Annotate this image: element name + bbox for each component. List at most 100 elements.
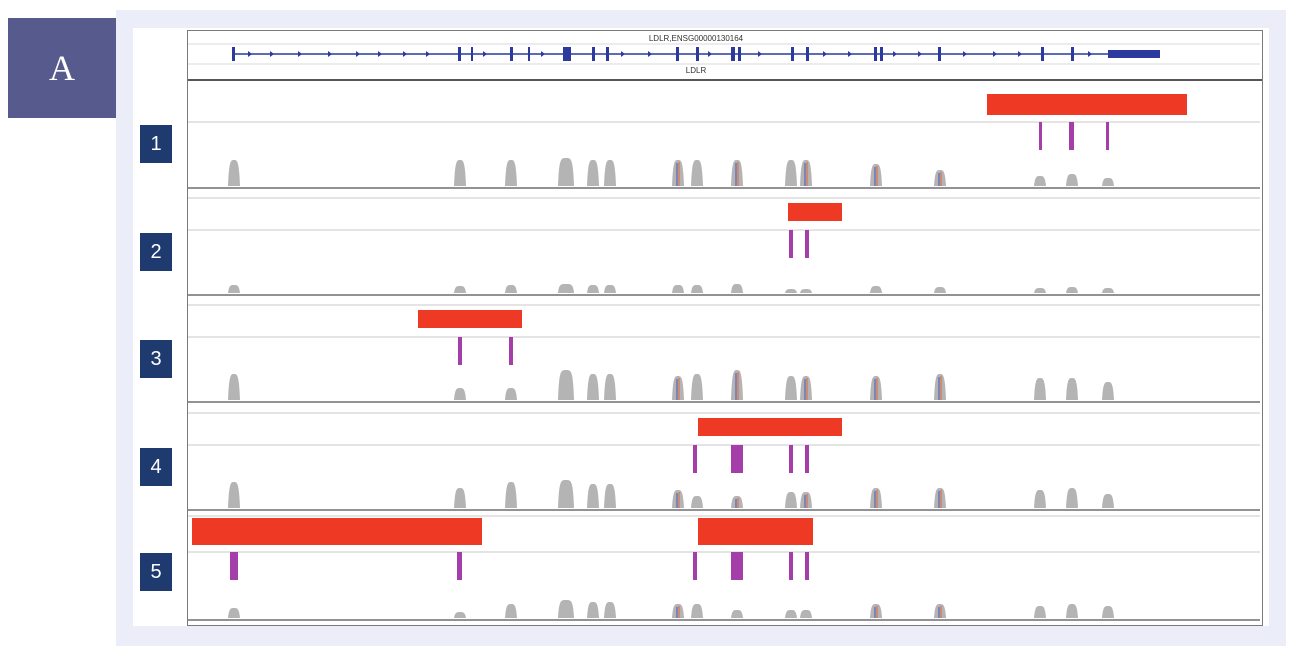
coverage-peak-15	[1066, 488, 1078, 508]
coverage-peak-11	[800, 376, 812, 400]
gene-exon-11	[731, 47, 735, 61]
gene-exon-19	[1071, 47, 1074, 61]
gene-strand-arrow-7	[403, 51, 407, 57]
coverage-peak-12	[870, 376, 882, 400]
gene-strand-arrow-12	[648, 51, 652, 57]
coverage-peak-14	[1034, 176, 1046, 186]
coverage-peak-7	[672, 376, 684, 400]
coverage-peak-6	[604, 484, 616, 508]
coverage-peak-10	[785, 376, 797, 400]
coverage-peak-6	[604, 602, 616, 618]
panel-label: A	[8, 18, 116, 118]
coverage-peak-11	[800, 160, 812, 186]
exon-mark-3	[1106, 122, 1109, 150]
exon-mark-2	[509, 337, 513, 365]
exon-mark-2	[731, 445, 743, 473]
coverage-peak-13	[934, 287, 946, 293]
coverage-peak-14	[1034, 288, 1046, 293]
coverage-peak-1	[228, 374, 240, 400]
coverage-peak-3	[505, 160, 517, 186]
exon-mark-4	[805, 445, 809, 473]
exon-mark-6	[805, 552, 809, 580]
exon-mark-4	[731, 552, 743, 580]
coverage-peak-4	[558, 284, 574, 293]
coverage-peak-12	[870, 488, 882, 508]
coverage-peak-13	[934, 374, 946, 400]
coverage-peak-10	[785, 289, 797, 293]
coverage-peak-8	[691, 374, 703, 400]
lane-1	[188, 94, 1260, 189]
coverage-peak-10	[785, 610, 797, 618]
gene-exon-2	[458, 47, 461, 61]
gene-strand-arrow-21	[1018, 51, 1022, 57]
coverage-peak-2	[454, 612, 466, 618]
coverage-peak-16	[1102, 382, 1114, 400]
coverage-peak-2	[454, 488, 466, 508]
coverage-peak-11	[800, 289, 812, 293]
deletion-bar-1	[192, 518, 482, 545]
gene-exon-15	[874, 47, 877, 61]
coverage-peak-5	[587, 160, 599, 186]
coverage-peak-14	[1034, 606, 1046, 618]
gene-exon-1	[232, 47, 235, 61]
lane-4	[188, 412, 1260, 511]
coverage-peak-3	[505, 285, 517, 293]
exon-mark-2	[457, 552, 462, 580]
coverage-peak-8	[691, 604, 703, 618]
coverage-peak-13	[934, 604, 946, 618]
gene-exon-9	[676, 47, 679, 61]
exon-mark-2	[1069, 122, 1074, 150]
coverage-peak-13	[934, 488, 946, 508]
lane-3	[188, 304, 1260, 403]
coverage-peak-14	[1034, 378, 1046, 400]
coverage-peak-12	[870, 604, 882, 618]
lane-label-3: 3	[140, 340, 172, 378]
gene-exon-18	[1041, 47, 1044, 61]
gene-strand-arrow-2	[270, 51, 274, 57]
coverage-peak-4	[558, 158, 574, 186]
coverage-peak-1	[228, 285, 240, 293]
coverage-peak-1	[228, 482, 240, 508]
gene-exon-6	[563, 47, 571, 61]
gene-exon-5	[528, 47, 530, 61]
coverage-peak-16	[1102, 178, 1114, 186]
gene-exon-12	[738, 47, 741, 61]
coverage-peak-5	[587, 374, 599, 400]
coverage-peak-5	[587, 602, 599, 618]
gene-exon-17	[938, 47, 941, 61]
coverage-peak-8	[691, 285, 703, 293]
lane-label-5: 5	[140, 553, 172, 591]
gene-strand-arrow-20	[993, 51, 997, 57]
exon-mark-1	[458, 337, 462, 365]
gene-exon-13	[791, 47, 794, 61]
gene-exon-16	[880, 47, 883, 61]
coverage-peak-4	[558, 600, 574, 618]
exon-mark-1	[230, 552, 238, 580]
deletion-bar-1	[698, 418, 842, 436]
coverage-peak-7	[672, 285, 684, 293]
sample-lanes	[188, 94, 1260, 621]
coverage-peak-15	[1066, 604, 1078, 618]
coverage-peak-6	[604, 285, 616, 293]
gene-strand-arrow-19	[963, 51, 967, 57]
gene-strand-arrow-17	[893, 51, 897, 57]
gene-strand-arrow-4	[328, 51, 332, 57]
coverage-peak-15	[1066, 378, 1078, 400]
coverage-peak-12	[870, 164, 882, 186]
coverage-peak-15	[1066, 174, 1078, 186]
coverage-peak-9	[731, 496, 743, 508]
exon-mark-1	[1039, 122, 1042, 150]
gene-strand-arrow-6	[378, 51, 382, 57]
exon-mark-3	[789, 445, 793, 473]
gene-strand-arrow-15	[823, 51, 827, 57]
gene-strand-arrow-9	[483, 51, 487, 57]
gene-strand-arrow-8	[426, 51, 430, 57]
coverage-peak-9	[731, 610, 743, 618]
deletion-bar-1	[788, 203, 842, 221]
coverage-peak-12	[870, 286, 882, 293]
coverage-peak-16	[1102, 606, 1114, 618]
coverage-peak-1	[228, 608, 240, 618]
lane-label-2: 2	[140, 233, 172, 271]
lane-5	[188, 515, 1260, 621]
coverage-peak-5	[587, 285, 599, 293]
